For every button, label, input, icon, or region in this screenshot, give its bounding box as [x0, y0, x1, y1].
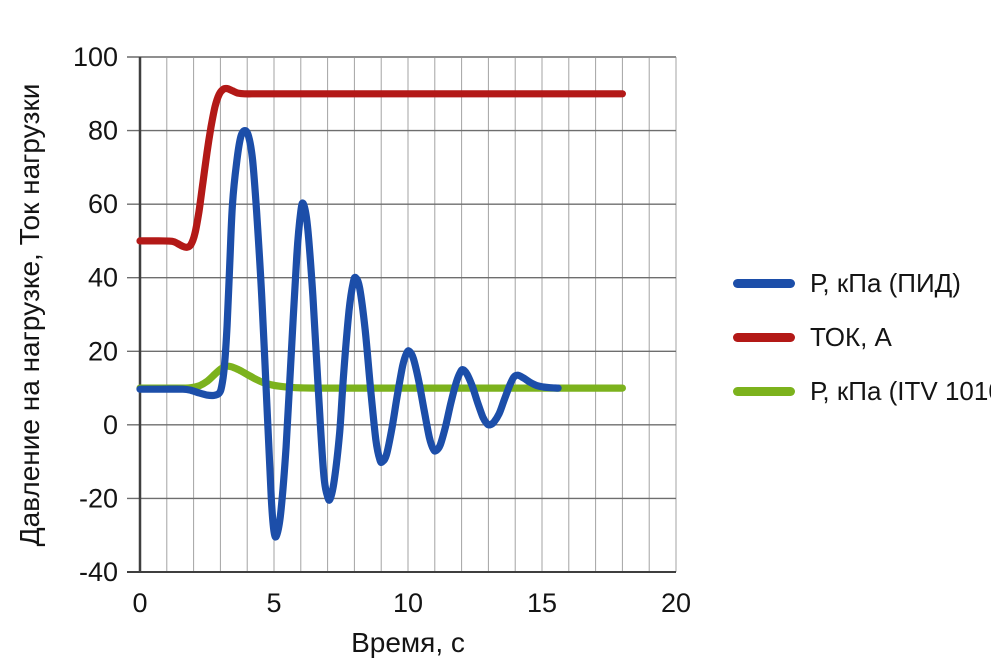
- legend-item-pid: Р, кПа (ПИД): [733, 264, 991, 302]
- y-axis-title: Давление на нагрузке, Ток нагрузки: [14, 83, 45, 547]
- legend-item-current: ТОК, А: [733, 318, 991, 356]
- legend-item-itv1010: Р, кПа (ITV 1010): [733, 372, 991, 410]
- legend-label-pid: Р, кПа (ПИД): [810, 267, 961, 298]
- y-tick-label: -40: [79, 557, 118, 587]
- series-line-itv1010: [136, 362, 626, 392]
- series-line-pid: [136, 126, 562, 541]
- y-tick-label: -20: [79, 483, 118, 513]
- legend-swatch-current: [733, 332, 795, 342]
- x-axis-title: Время, с: [351, 627, 465, 658]
- y-tick-label: 60: [88, 189, 118, 219]
- x-tick-label: 0: [132, 588, 147, 618]
- legend-label-current: ТОК, А: [810, 321, 892, 352]
- x-tick-label: 10: [393, 588, 423, 618]
- y-tick-label: 40: [88, 263, 118, 293]
- y-tick-label: 80: [88, 116, 118, 146]
- legend-label-itv1010: Р, кПа (ITV 1010): [810, 375, 991, 406]
- x-tick-label: 20: [661, 588, 691, 618]
- y-tick-label: 0: [103, 410, 118, 440]
- legend-swatch-pid: [733, 278, 795, 288]
- x-tick-label: 5: [266, 588, 281, 618]
- y-tick-label: 20: [88, 336, 118, 366]
- y-tick-label: 100: [73, 42, 118, 72]
- x-tick-label: 15: [527, 588, 557, 618]
- legend-swatch-itv1010: [733, 386, 795, 396]
- legend: Р, кПа (ПИД) ТОК, А Р, кПа (ITV 1010): [733, 264, 991, 410]
- series-line-current: [136, 84, 626, 251]
